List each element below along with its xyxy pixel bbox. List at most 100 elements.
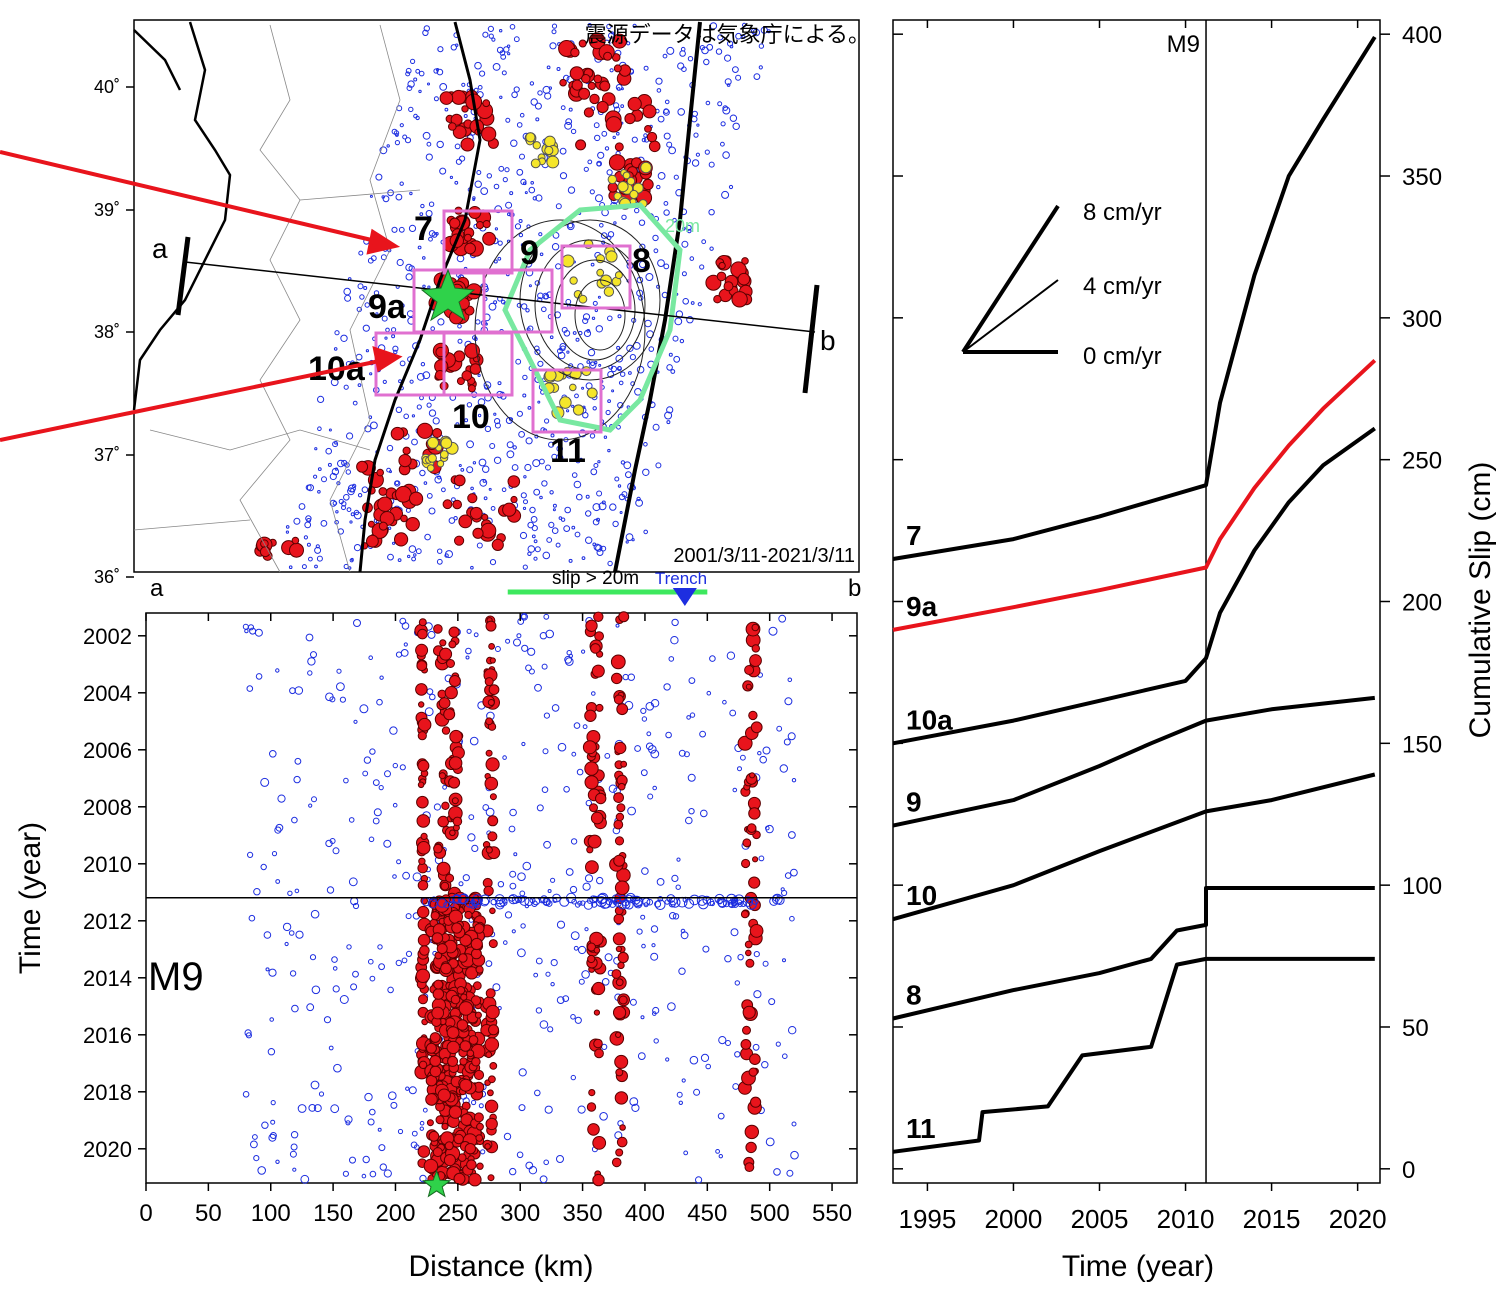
st-event <box>745 683 752 690</box>
epicenter-minor <box>618 380 624 386</box>
epicenter-minor <box>410 58 416 65</box>
epicenter-major <box>456 377 465 386</box>
st-event <box>718 1036 727 1045</box>
st-event <box>311 796 317 803</box>
st-xtick-label: 100 <box>251 1200 291 1227</box>
st-event <box>565 868 574 876</box>
epicenter-minor <box>574 531 581 538</box>
st-event <box>446 659 455 668</box>
st-event <box>517 948 526 958</box>
epicenter-minor <box>525 308 530 313</box>
epicenter-minor <box>606 23 612 30</box>
epicenter-minor <box>298 503 306 510</box>
st-event <box>332 985 340 993</box>
st-event <box>437 689 447 699</box>
st-event <box>330 1104 340 1114</box>
st-event <box>640 1015 645 1020</box>
st-event <box>253 1155 260 1162</box>
epicenter-minor <box>369 372 373 376</box>
st-event <box>417 628 428 640</box>
st-event <box>683 1150 689 1156</box>
st-event <box>676 857 681 862</box>
region-label-9a: 9a <box>368 288 407 326</box>
st-event <box>565 657 574 666</box>
epicenter-minor <box>409 191 413 196</box>
st-ytick-label: 2008 <box>83 795 132 820</box>
st-event <box>613 898 622 907</box>
epicenter-minor <box>432 417 440 425</box>
st-event <box>547 1026 554 1033</box>
epicenter-minor <box>663 201 669 206</box>
st-event <box>422 1107 428 1113</box>
st-event <box>688 808 695 815</box>
cs-ytick-label: 300 <box>1402 306 1442 333</box>
st-event <box>399 764 406 771</box>
epicenter-minor <box>413 553 417 557</box>
epicenter-minor <box>466 440 475 449</box>
st-event <box>790 868 798 877</box>
st-event <box>465 655 470 660</box>
st-event <box>387 986 394 994</box>
epicenter-minor <box>742 22 747 28</box>
epicenter-minor <box>735 74 742 81</box>
epicenter-major <box>507 475 521 488</box>
cs-ytick-label: 100 <box>1402 873 1442 900</box>
epicenter-minor <box>477 413 482 418</box>
st-event <box>593 947 601 954</box>
st-event <box>270 1100 276 1106</box>
st-event <box>791 778 797 783</box>
st-event <box>706 690 712 696</box>
epicenter-minor <box>516 410 524 417</box>
st-event <box>641 716 648 722</box>
epicenter-minor <box>408 106 414 113</box>
st-event <box>265 967 270 972</box>
epicenter-minor <box>437 475 442 480</box>
epicenter-minor <box>506 450 515 459</box>
st-event <box>448 640 457 649</box>
epicenter-minor <box>631 136 638 143</box>
epicenter-minor <box>420 362 426 367</box>
epicenter-minor <box>439 167 447 175</box>
epicenter-minor <box>496 46 504 54</box>
epicenter-minor <box>664 99 670 105</box>
epicenter-minor <box>601 500 606 505</box>
st-event <box>306 1003 315 1012</box>
st-event <box>456 1019 469 1031</box>
st-event <box>344 1115 353 1124</box>
epicenter-minor <box>590 262 595 267</box>
st-event <box>384 770 391 778</box>
epicenter-minor <box>680 46 686 52</box>
epicenter-minor <box>340 334 348 342</box>
st-event <box>627 673 635 681</box>
epicenter-minor <box>604 146 610 151</box>
cs-ylabel: Cumulative Slip (cm) <box>1464 462 1497 739</box>
st-event <box>778 614 787 623</box>
st-event <box>528 668 535 675</box>
epicenter-minor <box>525 437 533 445</box>
epicenter-minor <box>345 469 351 475</box>
epicenter-minor <box>519 112 525 118</box>
epicenter-minor <box>498 165 505 172</box>
cs-series-label-10: 10 <box>906 880 937 911</box>
st-event <box>271 851 278 857</box>
epicenter-major <box>570 47 580 58</box>
st-event <box>550 982 555 987</box>
epicenter-minor <box>587 348 596 357</box>
st-event <box>699 730 706 738</box>
epicenter-minor <box>535 117 540 122</box>
epicenter-minor <box>593 543 601 551</box>
st-event <box>287 890 293 896</box>
st-event <box>517 872 526 882</box>
epicenter-minor <box>589 189 595 195</box>
epicenter-minor <box>394 140 400 146</box>
epicenter-major <box>409 491 424 506</box>
st-event <box>762 746 771 755</box>
epicenter-minor <box>592 300 598 306</box>
epicenter-minor <box>686 316 694 324</box>
epicenter-minor <box>681 227 686 231</box>
st-event <box>503 1132 512 1141</box>
space-time-axes: 0 50 100 150 200 250 300 350 400 450 500 550 2002 200… <box>83 613 857 1227</box>
epicenter-minor <box>607 399 611 404</box>
st-event <box>372 817 380 825</box>
epicenter-major <box>482 220 491 229</box>
